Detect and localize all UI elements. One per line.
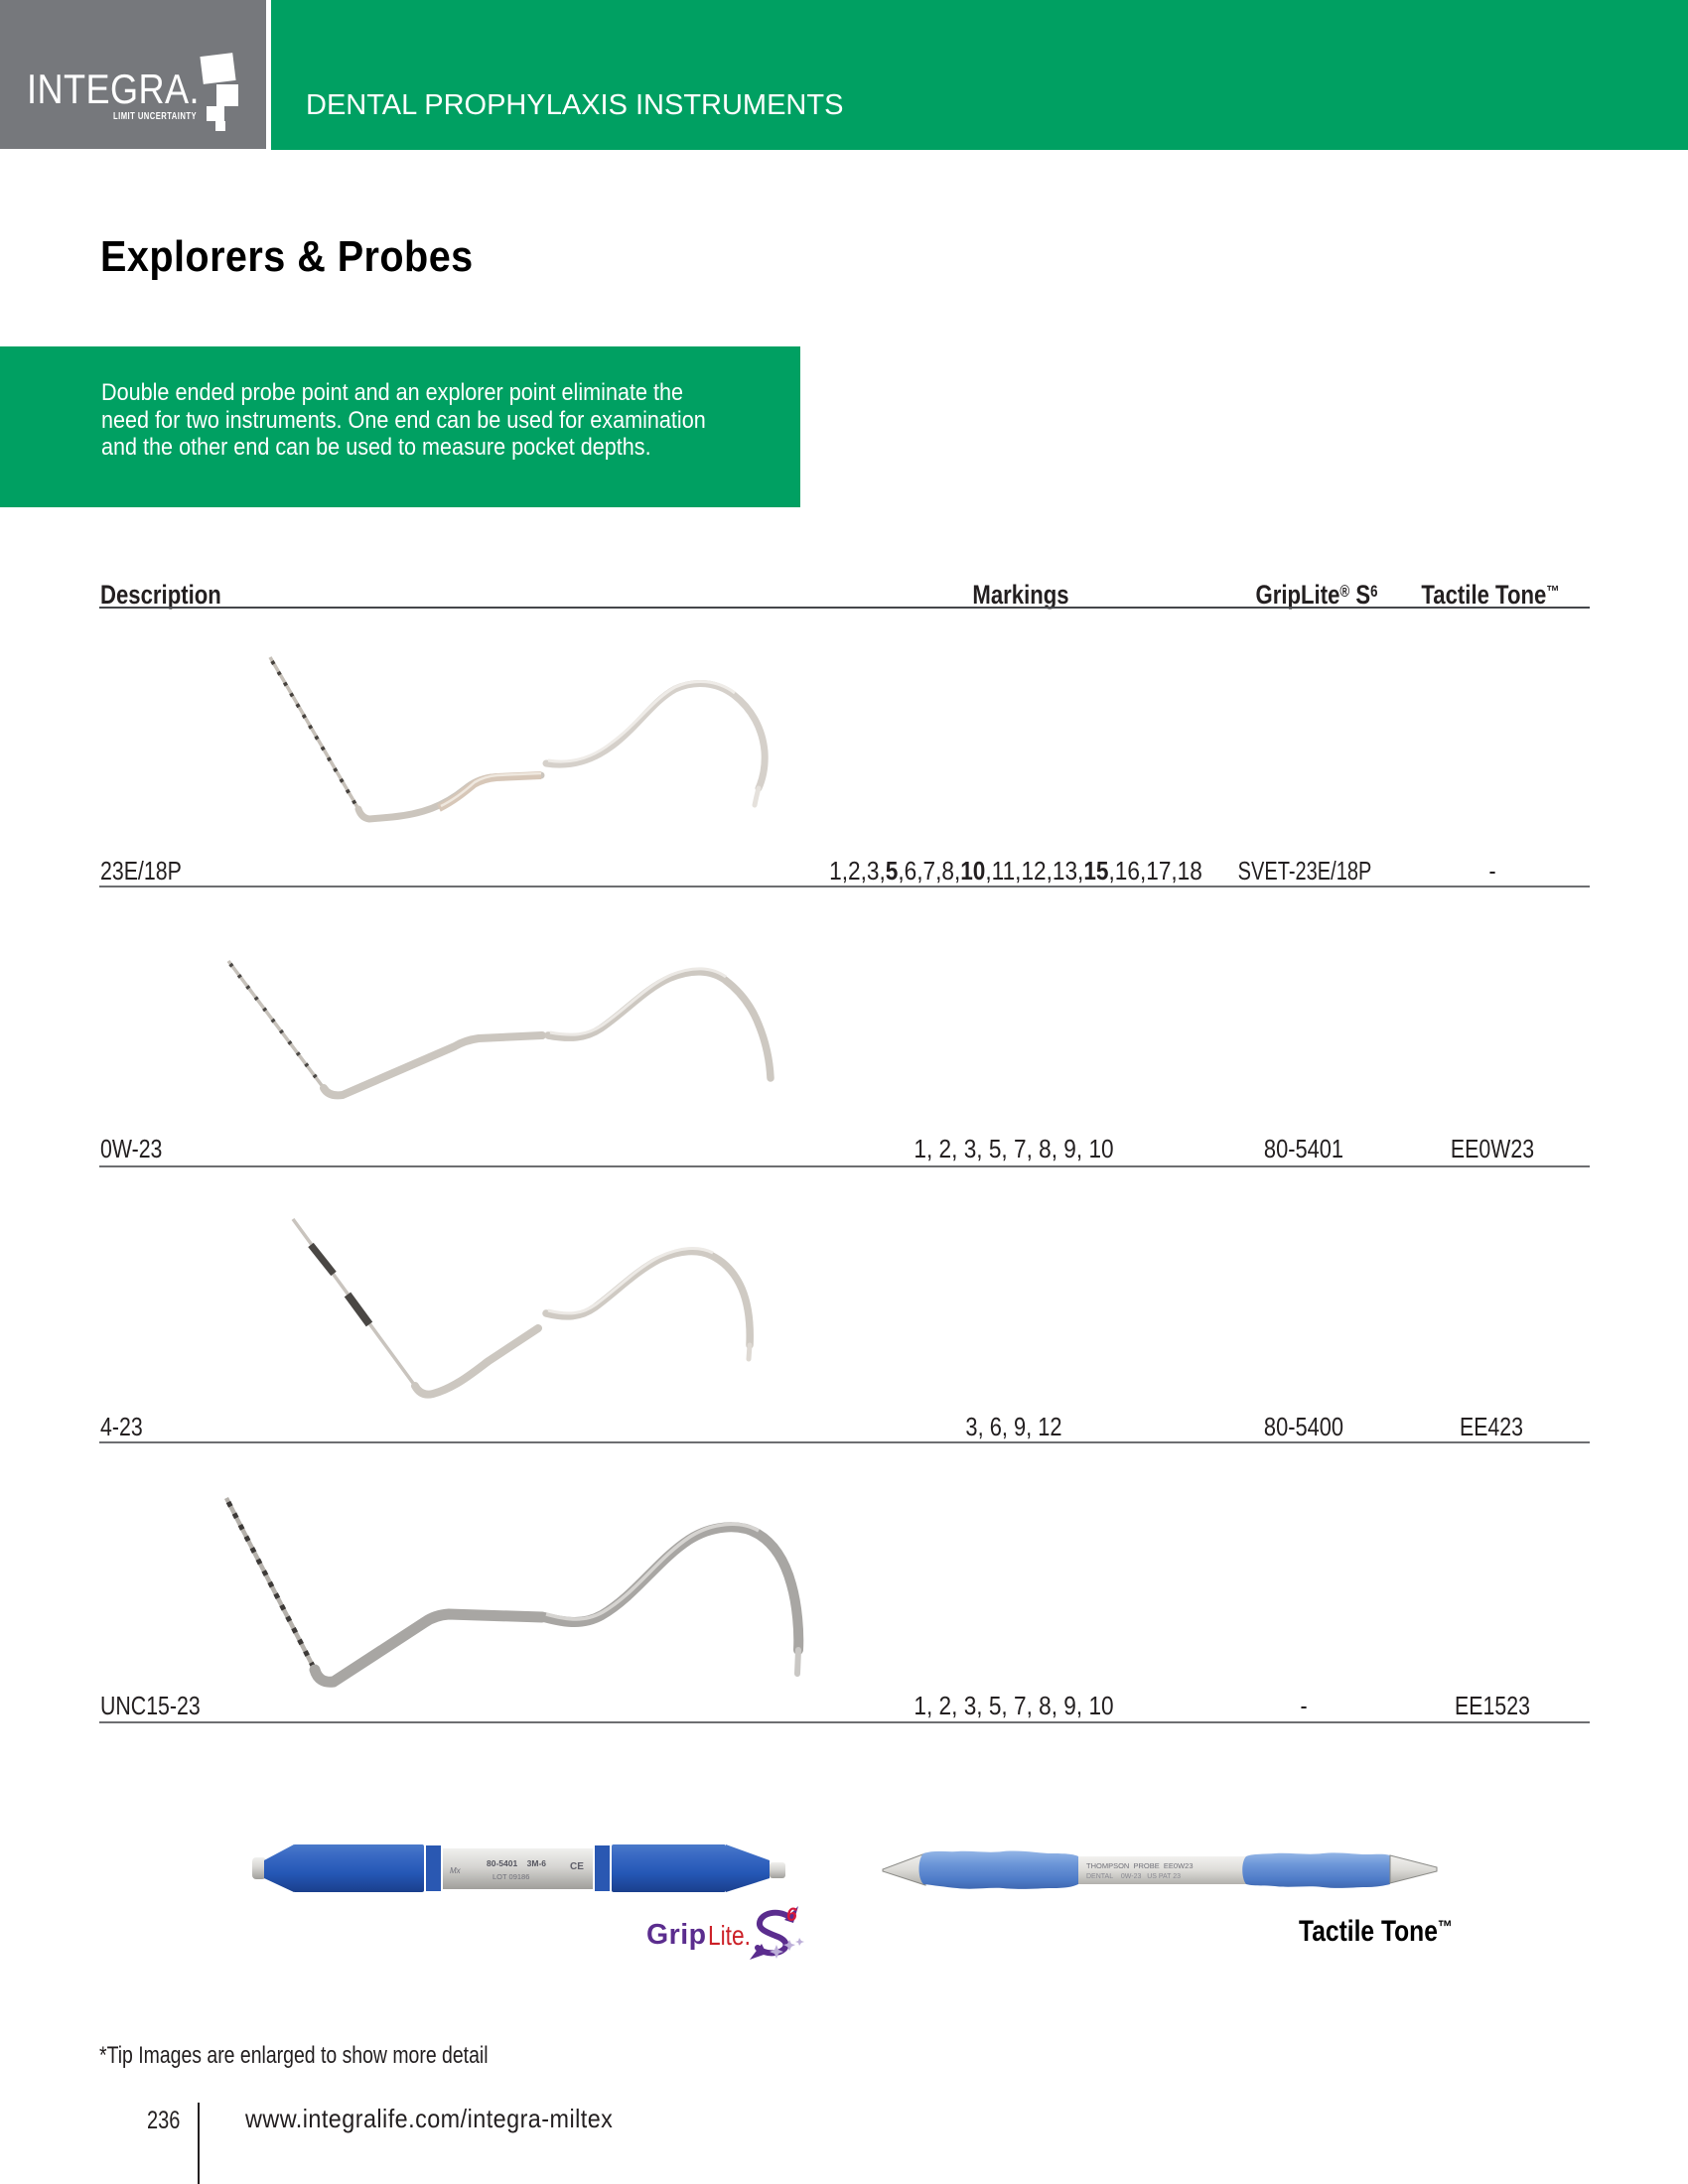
svg-text:6: 6	[786, 1905, 797, 1926]
svg-text:DENTAL 0W-23 US PAT 23: DENTAL 0W-23 US PAT 23	[1086, 1873, 1181, 1880]
svg-text:Mx: Mx	[450, 1866, 462, 1875]
svg-text:80-5401 3M-6: 80-5401 3M-6	[487, 1858, 546, 1868]
svg-text:CE: CE	[570, 1861, 584, 1872]
svg-text:LOT 09186: LOT 09186	[492, 1872, 529, 1881]
svg-text:THOMPSON PROBE EE0W23: THOMPSON PROBE EE0W23	[1086, 1861, 1194, 1870]
